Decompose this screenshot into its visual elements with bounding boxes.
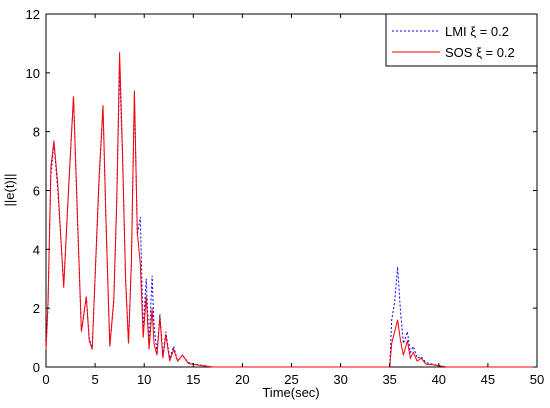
x-tick-label: 45	[481, 372, 495, 387]
y-tick-label: 2	[33, 301, 40, 316]
ticks: 0 5 10 15 20 25 30 35 40 45 50 0 2 4 6 8 10 12	[26, 7, 545, 387]
y-axis-label: ||e(t)||	[2, 173, 17, 206]
x-tick-label: 10	[137, 372, 151, 387]
y-tick-label: 6	[33, 184, 40, 199]
plot-lines	[45, 52, 537, 368]
x-tick-label: 40	[432, 372, 446, 387]
x-tick-label: 0	[42, 372, 49, 387]
y-tick-label: 12	[26, 7, 40, 22]
plot-area	[45, 13, 538, 368]
y-tick-label: 0	[33, 360, 40, 375]
x-tick-label: 50	[530, 372, 544, 387]
legend-label-lmi: LMI ξ = 0.2	[445, 24, 509, 39]
x-tick-label: 15	[186, 372, 200, 387]
series-line-sos	[45, 52, 537, 368]
y-tick-label: 4	[33, 242, 40, 257]
x-tick-label: 5	[91, 372, 98, 387]
x-tick-label: 25	[284, 372, 298, 387]
legend: LMI ξ = 0.2 SOS ξ = 0.2	[385, 13, 538, 67]
x-tick-label: 35	[382, 372, 396, 387]
x-tick-label: 20	[235, 372, 249, 387]
legend-box	[385, 13, 538, 67]
x-axis-label: Time(sec)	[262, 385, 319, 400]
x-tick-label: 30	[333, 372, 347, 387]
y-tick-label: 10	[26, 66, 40, 81]
legend-label-sos: SOS ξ = 0.2	[445, 45, 515, 60]
y-tick-label: 8	[33, 125, 40, 140]
